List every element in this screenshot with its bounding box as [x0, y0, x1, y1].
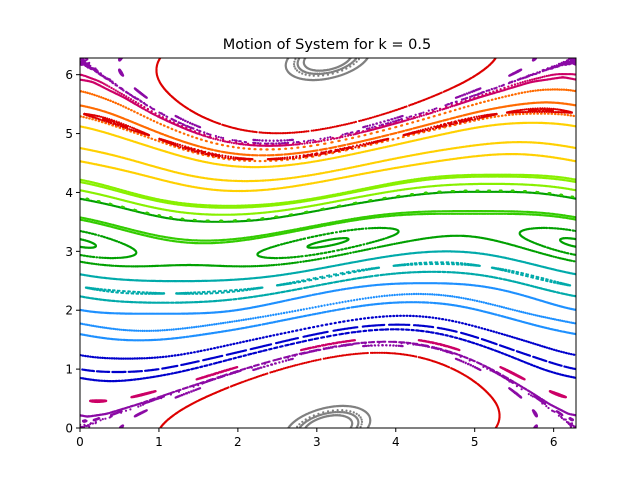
- orbit-points: [80, 292, 576, 332]
- orbit-points: [80, 234, 576, 268]
- orbit-points: [80, 182, 576, 216]
- y-tick-label: 4: [65, 186, 73, 200]
- orbit-points: [80, 101, 576, 157]
- plot-area: [80, 58, 576, 428]
- orbit-series: [80, 250, 576, 304]
- orbit-points: [89, 339, 568, 404]
- y-tick-label: 2: [65, 304, 73, 318]
- orbit-points: [81, 323, 576, 374]
- orbit-points: [80, 250, 576, 283]
- orbit-series: [80, 58, 576, 428]
- orbit-series: [80, 173, 576, 216]
- x-tick-label: 5: [471, 435, 479, 449]
- orbit-points: [80, 226, 576, 260]
- y-tick-label: 1: [65, 363, 73, 377]
- orbit-series: [80, 282, 576, 342]
- orbit-points: [155, 58, 501, 428]
- orbit-points: [80, 173, 576, 207]
- y-axis: 0 1 2 3 4 5 6: [65, 68, 80, 436]
- orbit-series: [80, 314, 576, 383]
- orbit-points: [80, 237, 576, 249]
- orbit-points: [80, 314, 576, 360]
- orbit-points: [80, 340, 576, 418]
- orbit-points: [85, 189, 575, 222]
- axes-frame: [79, 57, 577, 429]
- orbit-points: [84, 261, 572, 295]
- y-tick-label: 3: [65, 245, 73, 259]
- orbit-series: [284, 58, 372, 428]
- x-tick-label: 4: [392, 435, 400, 449]
- orbit-points: [80, 76, 576, 147]
- orbit-points: [80, 210, 576, 242]
- y-tick-label: 0: [65, 422, 73, 436]
- orbit-points: [80, 212, 576, 245]
- orbit-series: [80, 121, 576, 193]
- x-tick-label: 2: [234, 435, 242, 449]
- x-tick-label: 3: [313, 435, 321, 449]
- x-axis: 0 1 2 3 4 5 6: [76, 428, 557, 449]
- orbit-points: [80, 153, 576, 193]
- x-tick-label: 6: [550, 435, 558, 449]
- orbit-points: [80, 301, 576, 342]
- orbit-points: [80, 270, 576, 304]
- orbit-points: [80, 328, 576, 383]
- y-tick-label: 6: [65, 68, 73, 82]
- orbit-points: [80, 88, 576, 151]
- orbit-series: [80, 88, 576, 163]
- orbit-points: [80, 58, 576, 428]
- orbit-series: [80, 73, 576, 404]
- orbit-points: [83, 107, 574, 161]
- orbit-points: [292, 58, 364, 428]
- orbit-points: [80, 121, 576, 169]
- chart-title: Motion of System for k = 0.5: [223, 37, 431, 53]
- orbit-points: [302, 58, 354, 428]
- orbit-points: [296, 58, 360, 428]
- orbit-series: [80, 189, 576, 245]
- x-tick-label: 1: [155, 435, 163, 449]
- orbit-points: [284, 58, 372, 428]
- orbit-points: [80, 175, 576, 209]
- orbit-points: [80, 282, 576, 315]
- y-tick-label: 5: [65, 127, 73, 141]
- orbit-points: [80, 141, 576, 183]
- x-tick-label: 0: [76, 435, 84, 449]
- orbit-points: [80, 73, 576, 146]
- orbit-series: [83, 58, 574, 428]
